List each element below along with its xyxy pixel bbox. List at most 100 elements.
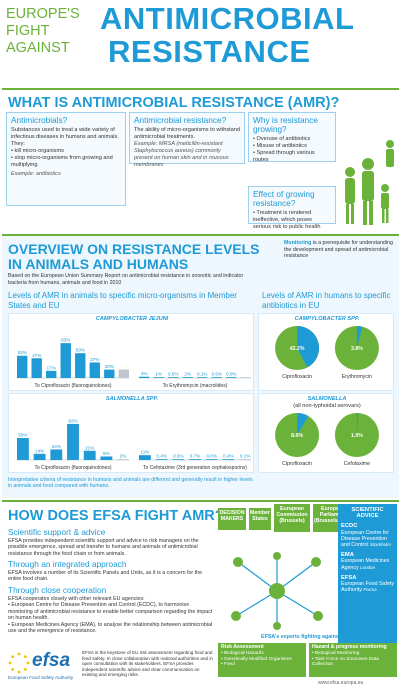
org-ema: EMA European Medicines Agency London: [341, 552, 390, 571]
cooperation-bullet: • European Medicines Agency (EMA), to an…: [8, 621, 213, 635]
support-heading: Scientific support & advice: [8, 527, 106, 537]
campylobacter-animals-title: CAMPYLOBACTER JEJUNI: [95, 316, 169, 322]
how-efsa-title: HOW DOES EFSA FIGHT AMR?: [8, 508, 224, 524]
salmonella-humans-chart: 8.6% Ciprofloxacin 1.0% Cefotaxime: [275, 413, 379, 467]
campylobacter-animals-panel: CAMPYLOBACTER JEJUNI 53% 47% 17% 83% 59% 37% 2…: [8, 313, 254, 391]
resistance-example: Example: MRSA (meticillin-resistant Stap…: [134, 141, 229, 168]
bar: [46, 370, 57, 378]
efsa-logo-subtitle: European Food Safety Authority: [8, 675, 74, 680]
bar-value-label: 0.5%: [168, 372, 178, 377]
bar: [182, 377, 193, 378]
antimicrobials-example: Example: antibiotics: [11, 171, 61, 177]
hazard-item: • Task Force on Zoonoses Data Collection: [312, 656, 379, 668]
pie-value-label: 3.8%: [351, 346, 363, 352]
pie-slice-label: Ciprofloxacin: [282, 374, 312, 380]
effect-heading: Effect of growing resistance?: [253, 189, 315, 208]
group-label: To Ciprofloxacin (fluoroquinolones): [35, 383, 112, 389]
pie-base: [334, 326, 379, 370]
pie-slice: [297, 326, 320, 368]
salmonella-humans-subtitle: (all non-typhoidal serovars): [293, 403, 361, 409]
campylobacter-humans-title: CAMPYLOBACTER SPP.: [294, 316, 360, 322]
bar-value-label: 2%: [120, 454, 127, 459]
salmonella-animals-chart: 50% 14% 24% 82% 21% 8% 2% To Ciprofloxacin (flu…: [17, 418, 251, 471]
bar: [139, 455, 151, 460]
bar-value-label: 3%: [141, 371, 148, 376]
monitoring-note: Monitoring is a prerequisite for underst…: [284, 240, 396, 260]
hazard-monitoring-title: Hazard & progress monitoring: [312, 644, 387, 650]
bar: [33, 453, 46, 460]
salmonella-humans-panel: SALMONELLA (all non-typhoidal serovars) …: [258, 393, 394, 473]
overview-section: OVERVIEW ON RESISTANCE LEVELS IN ANIMALS…: [2, 234, 399, 498]
integrated-heading: Through an integrated approach: [8, 559, 127, 569]
salmonella-animals-panel: SALMONELLA SPP. 50% 14% 24% 82% 21% 8% 2% To Ci…: [8, 393, 254, 473]
bar-value-label: 14%: [35, 448, 44, 453]
bar: [239, 459, 251, 460]
pie-base: [275, 413, 320, 457]
scientific-advice-panel: SCIENTIFIC ADVICE ECDC European Centre fo…: [338, 504, 397, 644]
effect-card: Effect of growing resistance? • Treatmen…: [248, 186, 336, 230]
bar: [118, 369, 129, 378]
pie-value-label: 8.6%: [291, 433, 303, 439]
experts-panel: EFSA's experts fighting against AMR Risk…: [218, 634, 397, 678]
efsa-logo-word: efsa: [32, 650, 71, 671]
bar-value-label: 0.0%: [226, 372, 236, 377]
hazard-monitoring-box: Hazard & progress monitoring • Biologica…: [309, 643, 397, 677]
bar: [153, 377, 164, 378]
resistance-heading: Antimicrobial resistance?: [134, 115, 227, 125]
header-line-3: AGAINST: [6, 40, 70, 56]
pie-slice: [356, 326, 363, 348]
bar: [75, 353, 86, 378]
header-title-line-2: RESISTANCE: [108, 34, 311, 69]
hazard-item: • Biological Monitoring: [312, 650, 360, 656]
risk-assessment-box: Risk Assessment • Biological Hazards • G…: [218, 643, 306, 677]
risk-item: • Biological Hazards: [221, 650, 264, 656]
group-label: To Ciprofloxacin (fluoroquinolones): [35, 465, 112, 471]
bar: [155, 459, 168, 460]
bar: [172, 459, 185, 460]
bar-value-label: 0.0%: [206, 454, 216, 459]
effect-bullet: • Treatment is rendered ineffective, whi…: [253, 210, 321, 230]
monitoring-text: is a prerequisite for understanding the …: [284, 240, 393, 259]
commission-box: European Commission (Brussels): [274, 504, 310, 532]
bar: [100, 456, 113, 460]
header-title-line-1: ANTIMICROBIAL: [100, 1, 355, 36]
bar-value-label: 17%: [47, 365, 56, 370]
salmonella-humans-title: SALMONELLA: [307, 396, 347, 402]
antimicrobials-card: Antimicrobials? Substances used to treat…: [6, 112, 126, 206]
bar: [89, 362, 100, 378]
pie-slice: [297, 413, 309, 435]
website-link[interactable]: www.efsa.europa.eu: [318, 680, 364, 686]
org-efsa: EFSA European Food Safety Authority Parma: [341, 574, 395, 594]
header-title: ANTIMICROBIAL RESISTANCE: [100, 2, 396, 68]
pie-slice-label: Cefotaxime: [344, 461, 370, 467]
bar-value-label: 0.4%: [223, 454, 233, 459]
header: EUROPE'S FIGHT AGAINST ANTIMICROBIAL RES…: [0, 0, 401, 88]
antimicrobials-text: Substances used to treat a wide variety …: [11, 127, 119, 147]
bar-value-label: 0.9%: [173, 454, 183, 459]
interpretation-note: Interpretative criteria of resistance in…: [8, 477, 253, 490]
growing-heading: Why is resistance growing?: [253, 115, 319, 134]
salmonella-animals-title: SALMONELLA SPP.: [105, 396, 159, 402]
header-subtitle: EUROPE'S FIGHT AGAINST: [6, 6, 98, 57]
bar: [50, 449, 63, 460]
overview-title: OVERVIEW ON RESISTANCE LEVELS IN ANIMALS…: [8, 241, 260, 272]
cooperation-intro: EFSA cooperates closely with other relev…: [8, 596, 145, 602]
bar: [197, 377, 208, 378]
campylobacter-humans-chart: 42.2% Ciprofloxacin 3.8% Erythromycin: [275, 326, 379, 380]
header-line-2: FIGHT: [6, 23, 50, 39]
antimicrobials-bullet: • kill micro-organisms: [11, 148, 64, 154]
experts-title: EFSA's experts fighting against AMR: [261, 634, 354, 640]
bar-value-label: 2%: [184, 372, 191, 377]
bar-value-label: 20%: [105, 364, 114, 369]
bar-value-label: 8%: [103, 451, 110, 456]
header-line-1: EUROPE'S: [6, 6, 80, 22]
bar-value-label: 59%: [76, 348, 85, 353]
bar: [17, 438, 29, 460]
bar: [189, 459, 201, 460]
member-states-box: Member States: [249, 508, 271, 530]
bar: [60, 343, 71, 378]
cooperation-text: EFSA cooperates closely with other relev…: [8, 596, 214, 634]
bar: [17, 355, 28, 378]
efsa-description: EFSA is the keystone of EU risk assessme…: [82, 650, 213, 678]
bar-value-label: 21%: [85, 445, 94, 450]
